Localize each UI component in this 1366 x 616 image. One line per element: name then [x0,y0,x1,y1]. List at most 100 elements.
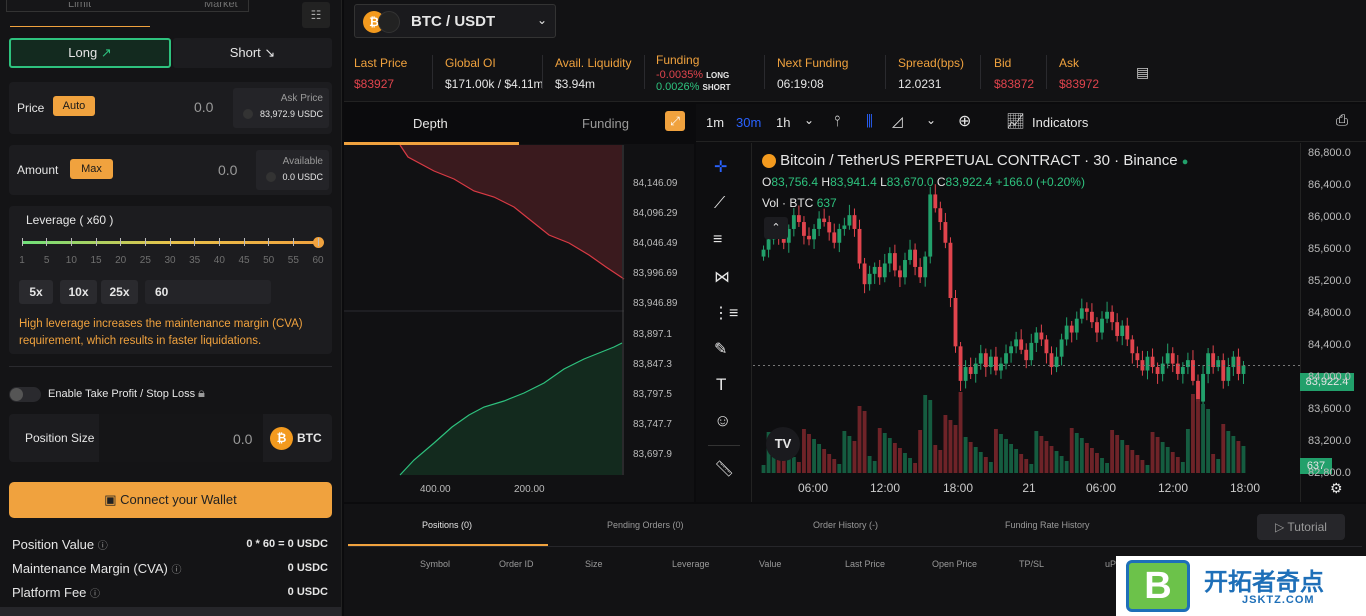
settings-gear-icon[interactable]: ⚙ [1330,480,1343,496]
watermark-text: 开拓者奇点 [1204,569,1324,596]
candle-body [1145,356,1150,371]
candle-body [1034,332,1039,343]
tab-pending-orders[interactable]: Pending Orders (0) [607,520,684,530]
volume-bar [842,431,847,473]
interval-30m[interactable]: 30m [736,115,762,130]
camera-icon[interactable]: ⎙ [1336,112,1349,129]
ask-depth-area [400,145,624,280]
candle-body [908,249,912,261]
candle-body [993,356,998,371]
volume-bar [1024,459,1029,473]
tab-limit[interactable]: Limit [68,2,92,10]
candle-body [882,263,887,278]
leverage-tick-label: 30 [164,255,176,266]
long-button[interactable]: Long ↗ [9,38,171,68]
preset-10x-button[interactable]: 10x [60,280,97,304]
depth-x-tick: 400.00 [420,484,451,495]
leverage-tick-mark [243,238,245,246]
volume-bar [817,444,822,473]
candle-body [1231,356,1236,368]
auto-button[interactable]: Auto [53,96,95,116]
leverage-input[interactable]: 60 [145,280,271,304]
crosshair-icon[interactable]: ✛ [714,159,728,176]
indicators-button[interactable]: Indicators [1032,115,1089,130]
collapse-legend-icon[interactable]: ⌃ [764,217,788,239]
add-indicator-icon[interactable]: ⊕ [958,113,972,130]
max-button[interactable]: Max [70,159,113,179]
column-header: Last Price [845,559,886,569]
tab-depth[interactable]: Depth [413,116,448,131]
candle-body [1241,365,1246,374]
bar-style-icon[interactable]: ⫯ [834,113,841,130]
position-size-field[interactable]: Position Size 0.0 ₿ BTC [9,414,332,462]
price-field[interactable]: Price Auto 0.0 Ask Price 83,972.9 USDC [9,82,332,134]
leverage-tick-label: 15 [90,255,102,266]
ask-depth-line [399,145,625,280]
column-header: Size [585,559,603,569]
trend-down-icon: ↘ [264,45,276,60]
volume-bar [1079,438,1084,473]
leverage-tick-mark [21,238,23,246]
candle-body [1054,356,1059,368]
pattern-icon[interactable]: ⋈ [714,269,730,286]
layout-grid-icon[interactable]: ▤ [1136,64,1150,80]
candle-body [1019,339,1024,350]
volume-bar [918,430,923,473]
candle-body [1004,353,1008,364]
volume-bar [973,447,978,473]
short-button[interactable]: Short ↘ [173,38,332,68]
tradingview-logo[interactable]: TV [766,427,800,461]
amount-input[interactable]: 0.0 [218,162,238,178]
chevron-down-icon[interactable]: ⌄ [804,113,815,127]
tab-order-history[interactable]: Order History (-) [813,520,878,530]
text-icon[interactable]: T [716,375,727,394]
candle-body [1059,339,1064,357]
volume-bar [1029,464,1034,473]
connect-wallet-button[interactable]: ▣ Connect your Wallet [9,482,332,518]
expand-icon[interactable]: ⤢ [665,111,685,131]
tab-positions[interactable]: Positions (0) [422,520,473,530]
preset-5x-button[interactable]: 5x [19,280,53,304]
tab-market[interactable]: Market [204,2,238,10]
tutorial-button[interactable]: ▷ Tutorial [1257,514,1345,540]
trendline-icon[interactable]: ⟋ [714,195,726,212]
volume-bar [857,406,862,473]
platform-fee-value: 0 USDC [287,586,328,598]
pair-name: BTC / USDT [411,13,496,30]
interval-1m[interactable]: 1m [706,115,725,130]
volume-bar [1039,436,1044,473]
settings-sliders-icon[interactable]: ☷ [302,2,330,28]
emoji-icon[interactable]: ☺ [714,411,732,430]
interval-1h[interactable]: 1h [776,115,791,130]
leverage-tick-label: 60 [312,255,324,266]
usdc-icon [266,172,276,182]
active-tab-indicator [348,544,548,546]
volume-bar [812,439,816,473]
amount-field[interactable]: Amount Max 0.0 Available 0.0 USDC [9,145,332,195]
candle-body [812,228,816,240]
tpsl-toggle[interactable] [9,387,41,402]
candle-body [1180,367,1185,374]
position-size-input[interactable]: 0.0 [233,431,253,447]
watermark-logo-icon: B [1126,560,1190,612]
pair-selector[interactable]: ₿ BTC / USDT ⌄ [354,4,556,38]
price-input[interactable]: 0.0 [194,99,214,115]
y-axis-tick: 85,200.0 [1308,275,1351,287]
last-price-label: 83,922.4 [1300,373,1354,391]
tab-funding[interactable]: Funding [582,116,629,131]
candle-body [973,363,978,374]
volume-bar [1004,439,1008,473]
candle-body [1175,363,1180,374]
preset-25x-button[interactable]: 25x [101,280,138,304]
brush-icon[interactable]: ✎ [714,341,728,358]
candle-style-icon[interactable]: ⫼ [866,113,873,130]
area-style-icon[interactable]: ◿ [892,113,903,129]
fib-icon[interactable]: ⋮≡ [713,305,739,322]
leverage-slider-handle[interactable] [313,237,324,248]
indicators-icon[interactable]: 📈︎ [1006,113,1026,130]
tab-funding-rate-history[interactable]: Funding Rate History [1005,520,1090,530]
ruler-icon[interactable]: 📏︎ [714,461,735,478]
chevron-down-icon[interactable]: ⌄ [926,113,937,127]
horizontal-lines-icon[interactable]: ≡ [713,231,723,248]
stat-global-oi: Global OI $171.00k / $4.11m [445,56,544,91]
